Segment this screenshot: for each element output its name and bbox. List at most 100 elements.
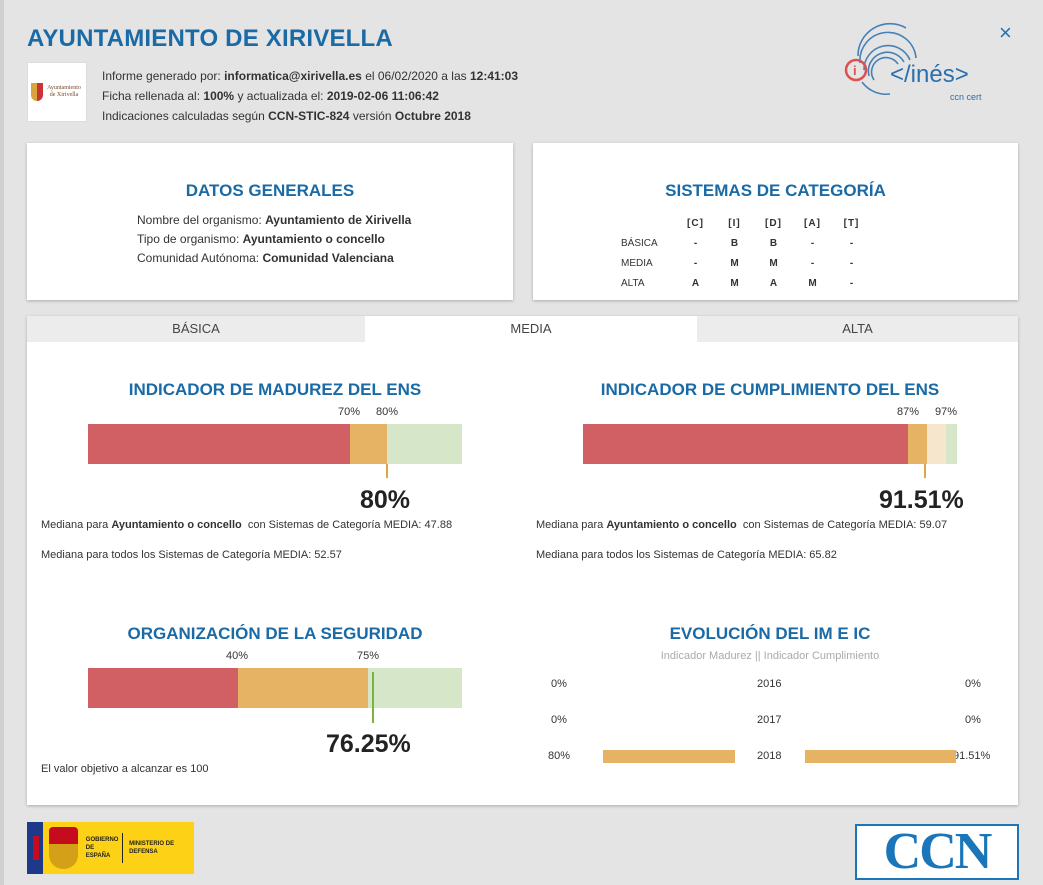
organizacion-title: ORGANIZACIÓN DE LA SEGURIDAD: [127, 624, 423, 643]
ministerio-text: MINISTERIO DE DEFENSA: [129, 841, 175, 855]
ccn-logo: CCN: [855, 824, 1019, 880]
cumplimiento-threshold-high: 97%: [935, 406, 958, 418]
ines-logo-text: </inés>: [890, 61, 969, 88]
bar-segment-mid: [349, 424, 388, 464]
organizacion-bar: [88, 668, 462, 708]
organizacion-threshold-high: 75%: [357, 650, 380, 662]
evo-ic-label: 0%: [965, 678, 981, 690]
bar-segment-mid: [908, 424, 928, 464]
datos-generales-rows: Nombre del organismo: Ayuntamiento de Xi…: [137, 211, 513, 268]
datos-generales-title: DATOS GENERALES: [185, 181, 355, 200]
tab-media[interactable]: MEDIA: [365, 316, 697, 342]
datos-generales-card: DATOS GENERALES Nombre del organismo: Ay…: [27, 143, 513, 300]
cumplimiento-median-all: Mediana para todos los Sistemas de Categ…: [536, 549, 837, 561]
madurez-bar: [88, 424, 462, 464]
level-tabs: BÁSICA MEDIA ALTA: [27, 316, 1018, 342]
ines-logo: i </inés> ccn cert: [844, 22, 982, 102]
cumplimiento-marker: [924, 464, 927, 478]
tab-basica[interactable]: BÁSICA: [27, 316, 365, 342]
cumplimiento-title: INDICADOR DE CUMPLIMIENTO DEL ENS: [600, 380, 940, 399]
organizacion-marker: [372, 672, 375, 723]
organizacion-value: 76.25%: [326, 730, 411, 758]
report-time: 12:41:03: [469, 69, 519, 83]
category-header: [T]: [843, 217, 860, 229]
category-cell: -: [849, 237, 854, 249]
sistemas-categoria-title: SISTEMAS DE CATEGORÍA: [665, 181, 886, 200]
bar-segment-high: [368, 668, 462, 708]
report-user: informatica@xirivella.es: [224, 69, 362, 83]
madurez-value: 80%: [360, 486, 411, 514]
crest-icon: [48, 827, 78, 869]
category-header: [C]: [687, 217, 704, 229]
evo-im-label: 80%: [548, 750, 571, 762]
evo-ic-label: 0%: [965, 714, 981, 726]
evolucion-subtitle: Indicador Madurez || Indicador Cumplimie…: [660, 650, 880, 662]
bar-segment-low: [583, 424, 909, 464]
cumplimiento-median-org: Mediana para Ayuntamiento o concello con…: [536, 519, 948, 531]
category-header-row: [C] [I] [D] [A] [T]: [621, 213, 871, 233]
category-cell: -: [810, 257, 815, 269]
bar-segment-high: [387, 424, 462, 464]
page-title: AYUNTAMIENTO DE XIRIVELLA: [27, 25, 393, 52]
dialog-edge: [0, 0, 4, 885]
bar-segment-mid2: [927, 424, 946, 464]
category-cell: M: [808, 277, 817, 289]
bar-segment-mid: [237, 668, 369, 708]
updated-date: 2019-02-06 11:06:42: [326, 89, 439, 103]
close-icon[interactable]: ×: [999, 20, 1012, 45]
category-cell: -: [849, 277, 854, 289]
gobierno-espana-logo: GOBIERNO DE ESPAÑA MINISTERIO DE DEFENSA: [27, 822, 194, 874]
municipality-logo-text: Ayuntamiento de Xirivella: [47, 85, 81, 98]
bar-segment-low: [88, 668, 238, 708]
category-cell: M: [730, 257, 739, 269]
organizacion-threshold-low: 40%: [226, 650, 249, 662]
sistemas-categoria-card: SISTEMAS DE CATEGORÍA [C] [I] [D] [A] [T…: [533, 143, 1018, 300]
category-level: ALTA: [621, 277, 645, 289]
category-cell: -: [849, 257, 854, 269]
cumplimiento-threshold-low: 87%: [897, 406, 920, 418]
madurez-title: INDICADOR DE MADUREZ DEL ENS: [128, 380, 422, 399]
category-cell: B: [769, 237, 778, 249]
category-cell: A: [691, 277, 700, 289]
meta-line-2: Ficha rellenada al: 100% y actualizada e…: [102, 89, 439, 103]
category-cell: -: [693, 257, 698, 269]
category-level: MEDIA: [621, 257, 653, 269]
category-table: [C] [I] [D] [A] [T] BÁSICA - B B - - MED…: [621, 213, 871, 293]
category-cell: -: [810, 237, 815, 249]
tab-alta[interactable]: ALTA: [697, 316, 1018, 342]
standard-version: Octubre 2018: [394, 109, 471, 123]
datos-row-nombre: Nombre del organismo: Ayuntamiento de Xi…: [137, 213, 412, 227]
municipality-logo: Ayuntamiento de Xirivella: [27, 62, 87, 122]
evo-im-label: 0%: [551, 678, 567, 690]
logo-separator: [122, 833, 124, 863]
svg-text:i: i: [853, 63, 857, 78]
report-meta: Informe generado por: informatica@xirive…: [102, 66, 518, 126]
flag-icon: [27, 822, 43, 874]
evo-ic-label: 91.51%: [953, 750, 991, 762]
cumplimiento-value: 91.51%: [879, 486, 964, 514]
standard-name: CCN-STIC-824: [268, 109, 350, 123]
category-header: [D]: [765, 217, 782, 229]
evolucion-title: EVOLUCIÓN DEL IM E IC: [669, 624, 871, 643]
madurez-threshold-high: 80%: [376, 406, 399, 418]
category-cell: M: [769, 257, 778, 269]
category-cell: A: [769, 277, 778, 289]
meta-line-1: Informe generado por: informatica@xirive…: [102, 69, 519, 83]
shield-icon: [31, 83, 43, 101]
evo-ic-bar: [805, 750, 956, 763]
bar-segment-low: [88, 424, 350, 464]
gobierno-text: GOBIERNO DE ESPAÑA: [85, 837, 119, 859]
category-header: [A]: [804, 217, 821, 229]
cumplimiento-bar: [583, 424, 957, 464]
organizacion-note: El valor objetivo a alcanzar es 100: [41, 763, 209, 775]
datos-row-comunidad: Comunidad Autónoma: Comunidad Valenciana: [137, 251, 394, 265]
madurez-marker: [386, 464, 389, 478]
category-row: ALTA A M A M -: [621, 273, 871, 293]
madurez-median-org: Mediana para Ayuntamiento o concello con…: [41, 519, 453, 531]
evo-year: 2016: [757, 678, 782, 690]
datos-row-tipo: Tipo de organismo: Ayuntamiento o concel…: [137, 232, 385, 246]
category-cell: -: [693, 237, 698, 249]
bar-segment-high: [945, 424, 957, 464]
madurez-threshold-low: 70%: [338, 406, 361, 418]
category-level: BÁSICA: [621, 237, 658, 249]
